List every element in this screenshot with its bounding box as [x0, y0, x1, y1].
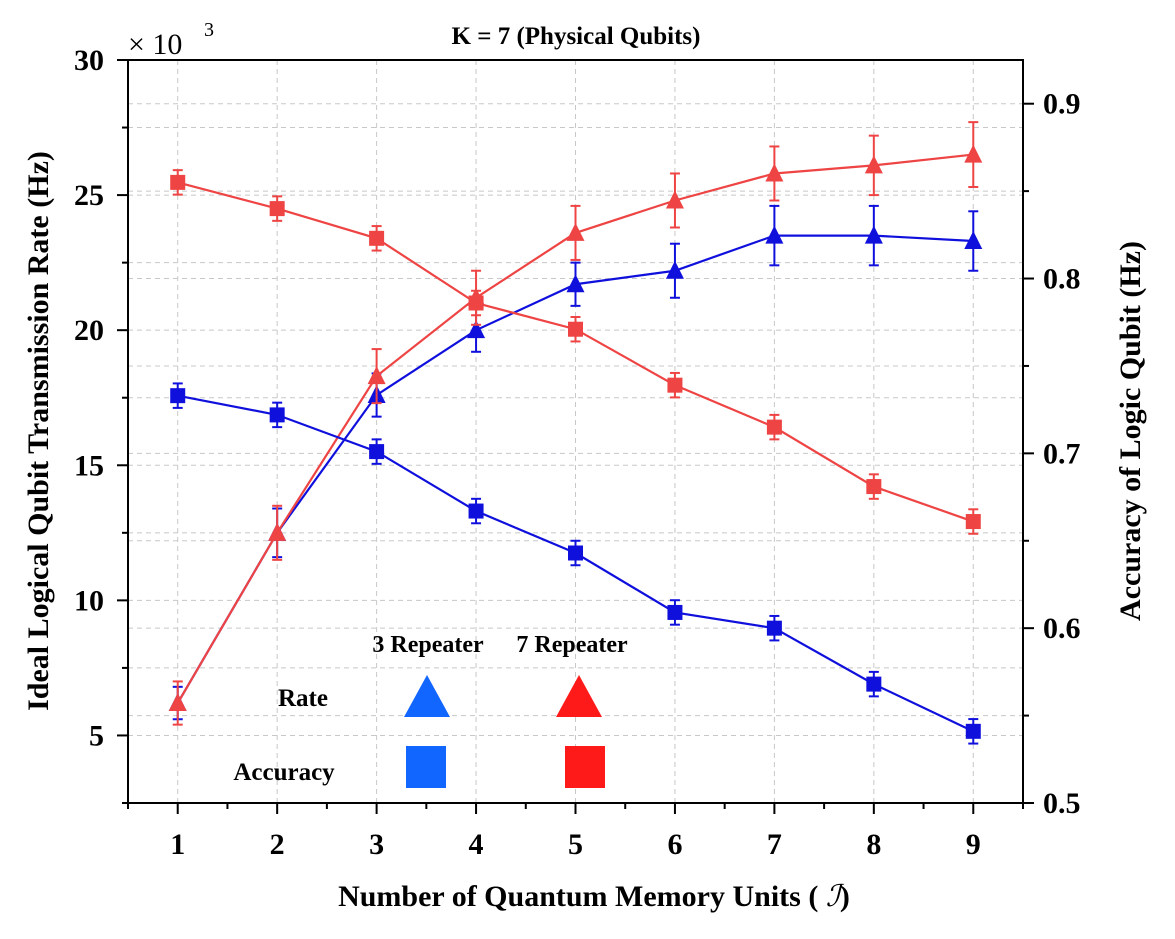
legend-rate-3-repeater-marker	[404, 675, 450, 717]
data-point-accuracy-3-repeater	[269, 407, 285, 423]
x-axis-label-text: Number of Quantum Memory Units (	[338, 880, 826, 913]
data-point-accuracy-7-repeater	[170, 174, 186, 190]
data-point-accuracy-3-repeater	[170, 388, 186, 404]
data-point-accuracy-7-repeater	[866, 479, 882, 495]
y2-tick-label: 0.8	[1043, 263, 1081, 296]
data-point-rate-3-repeater	[665, 260, 684, 279]
data-point-rate-3-repeater	[864, 225, 883, 244]
x-tick-label: 3	[369, 828, 384, 861]
y-multiplier-exponent: 3	[204, 19, 214, 41]
data-point-accuracy-7-repeater	[667, 377, 683, 393]
x-tick-label: 2	[270, 828, 285, 861]
x-tick-label: 5	[568, 828, 583, 861]
y2-tick-label: 0.7	[1043, 437, 1081, 470]
data-point-rate-7-repeater	[168, 693, 187, 712]
series-accuracy-7-repeater	[170, 169, 981, 535]
data-point-rate-7-repeater	[964, 144, 983, 163]
series-rate-3-repeater	[168, 204, 983, 721]
data-point-rate-7-repeater	[665, 190, 684, 209]
data-point-rate-7-repeater	[566, 222, 585, 241]
data-point-accuracy-3-repeater	[568, 545, 583, 561]
y-tick-label: 10	[74, 584, 104, 617]
x-tick-label: 4	[469, 828, 484, 861]
x-tick-label: 7	[767, 828, 782, 861]
y-tick-label: 20	[74, 314, 104, 347]
y-multiplier-base: × 10	[128, 28, 182, 61]
legend-row-rate: Rate	[278, 685, 328, 712]
legend: 3 Repeater 7 Repeater Rate Accuracy	[233, 632, 628, 788]
data-point-accuracy-7-repeater	[269, 201, 285, 217]
y-tick-label: 15	[74, 449, 104, 482]
data-point-accuracy-7-repeater	[369, 230, 385, 246]
y-tick-label: 5	[89, 719, 104, 752]
x-axis-label-close: )	[840, 880, 850, 913]
data-point-accuracy-3-repeater	[369, 444, 385, 460]
data-point-accuracy-3-repeater	[667, 604, 683, 620]
data-point-accuracy-7-repeater	[766, 419, 782, 435]
y-tick-label: 30	[74, 44, 104, 77]
y-axis-label: Ideal Logical Qubit Transmission Rate (H…	[22, 151, 55, 711]
legend-accuracy-7-repeater-marker	[565, 746, 605, 788]
data-point-rate-3-repeater	[765, 225, 784, 244]
data-point-rate-3-repeater	[964, 231, 983, 250]
legend-row-accuracy: Accuracy	[233, 759, 335, 786]
legend-rate-7-repeater-marker	[556, 675, 602, 717]
data-point-accuracy-7-repeater	[568, 321, 583, 337]
data-point-accuracy-7-repeater	[468, 295, 484, 311]
axis-ticks: 1 2 3 4 5 6 7 8 9 5 10 15 20 25 30 0.5 0.6 0.7 0.8 0.9	[74, 44, 1081, 861]
y2-tick-label: 0.5	[1043, 787, 1081, 820]
data-point-rate-3-repeater	[566, 274, 585, 293]
data-point-rate-7-repeater	[765, 163, 784, 182]
data-point-rate-7-repeater	[268, 522, 287, 541]
data-point-accuracy-3-repeater	[965, 723, 981, 739]
y-multiplier: × 10 3	[128, 19, 214, 61]
legend-col-3-repeater: 3 Repeater	[372, 632, 484, 658]
y2-axis-label: Accuracy of Logic Qubit (Hz)	[1114, 241, 1147, 621]
x-tick-label: 8	[866, 828, 881, 861]
data-point-rate-7-repeater	[864, 155, 883, 174]
data-point-accuracy-3-repeater	[866, 676, 882, 692]
data-point-accuracy-3-repeater	[468, 503, 484, 519]
x-tick-label: 6	[667, 828, 682, 861]
y2-tick-label: 0.6	[1043, 612, 1081, 645]
x-axis-label: Number of Quantum Memory Units ( ℐ)	[338, 880, 850, 913]
y2-tick-label: 0.9	[1043, 88, 1081, 121]
legend-col-7-repeater: 7 Repeater	[516, 632, 628, 658]
data-point-accuracy-3-repeater	[766, 620, 782, 636]
series-accuracy-3-repeater	[170, 382, 981, 745]
x-tick-label: 9	[966, 828, 981, 861]
chart-title: K = 7 (Physical Qubits)	[452, 23, 701, 50]
data-point-rate-7-repeater	[367, 366, 386, 385]
data-point-rate-3-repeater	[467, 320, 486, 339]
x-tick-label: 1	[170, 828, 185, 861]
legend-accuracy-3-repeater-marker	[406, 746, 446, 788]
series	[168, 121, 983, 745]
y-tick-label: 25	[74, 179, 104, 212]
data-point-accuracy-7-repeater	[965, 514, 981, 530]
